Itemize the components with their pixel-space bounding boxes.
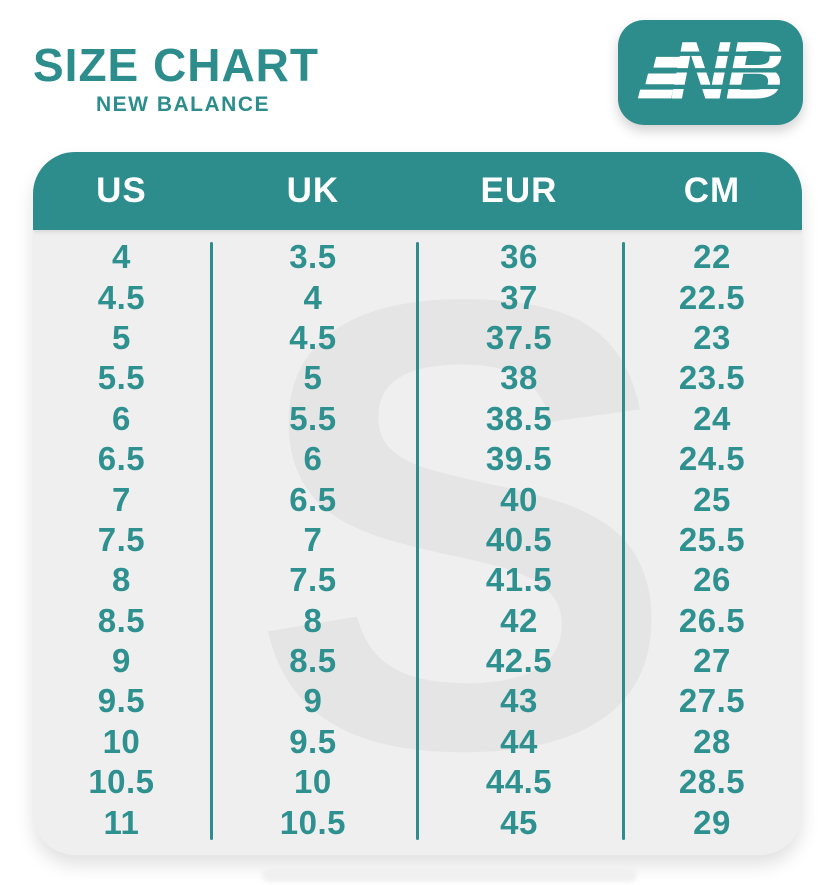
size-cell: 22.5 (678, 278, 746, 316)
size-cell: 44.5 (485, 763, 553, 801)
size-cell: 23 (693, 318, 731, 356)
size-cell: 6 (112, 399, 131, 437)
size-cell: 36 (500, 238, 538, 276)
title-block: SIZE CHART NEW BALANCE (33, 40, 333, 117)
size-cell: 5.5 (289, 399, 337, 437)
size-column-cm: 22 22.5 23 23.5 24 24.5 25 25.5 26 26.5 27 27.5 28 28… (622, 237, 802, 843)
size-cell: 45 (500, 803, 538, 841)
size-cell: 8.5 (289, 642, 337, 680)
size-cell: 5 (112, 318, 131, 356)
column-header-cm: CM (683, 171, 741, 210)
size-cell: 7.5 (97, 520, 146, 558)
size-cell: 11 (103, 803, 140, 841)
size-table-header: US UK EUR CM (33, 152, 802, 230)
size-cell: 28.5 (678, 763, 746, 801)
size-cell: 24.5 (678, 440, 746, 478)
size-cell: 40 (500, 480, 538, 518)
size-cell: 7 (112, 480, 131, 518)
size-column-eur: 36 37 37.5 38 38.5 39.5 40 40.5 41.5 42 42.5 43 44 44… (416, 237, 622, 843)
bottom-shadow (262, 867, 637, 882)
size-cell: 40.5 (485, 520, 553, 558)
size-cell: 41.5 (485, 561, 553, 599)
size-cell: 10 (102, 722, 141, 760)
size-cell: 4 (112, 238, 131, 276)
page-subtitle: NEW BALANCE (96, 92, 270, 116)
size-cell: 4.5 (97, 278, 146, 316)
size-cell: 25.5 (678, 520, 746, 558)
size-column-us: 4 4.5 5 5.5 6 6.5 7 7.5 8 8.5 9 9.5 10 10.5 11 (33, 237, 210, 843)
size-cell: 10 (294, 763, 332, 801)
column-divider-eur-cm (622, 242, 626, 840)
size-cell: 8 (303, 601, 323, 639)
size-cell: 38.5 (485, 399, 553, 437)
column-header-eur: EUR (480, 171, 558, 210)
page-title: SIZE CHART (33, 39, 319, 91)
size-table-body: S 4 4.5 5 5.5 6 6.5 7 7.5 8 8.5 9 9.5 10 10.5 11 3.5 4 4.… (33, 230, 802, 855)
new-balance-logo: NB (618, 20, 803, 125)
size-cell: 28 (693, 722, 731, 760)
size-cell: 9.5 (289, 722, 337, 760)
size-cell: 4 (303, 278, 323, 316)
size-table: US UK EUR CM S 4 4.5 5 5.5 6 6.5 7 7.5 8 8.5 9 9.5 10 10… (33, 152, 802, 855)
size-cell: 25 (693, 480, 731, 518)
size-cell: 3.5 (289, 238, 337, 276)
nb-logo-letters: NB (670, 32, 782, 114)
column-header-uk: UK (286, 171, 340, 210)
column-header-us: US (96, 171, 147, 210)
nb-logo-icon: NB (637, 32, 786, 114)
size-cell: 23.5 (678, 359, 746, 397)
column-divider-us-uk (209, 242, 213, 840)
size-cell: 39.5 (485, 440, 553, 478)
size-cell: 5.5 (97, 359, 146, 397)
size-cell: 8 (112, 561, 131, 599)
size-cell: 6 (303, 440, 323, 478)
size-cell: 9 (112, 642, 131, 680)
size-cell: 37.5 (485, 318, 553, 356)
size-cell: 5 (303, 359, 323, 397)
size-cell: 6.5 (97, 440, 146, 478)
size-cell: 26 (693, 561, 731, 599)
size-cell: 42 (500, 601, 538, 639)
size-cell: 6.5 (289, 480, 337, 518)
size-cell: 4.5 (289, 318, 337, 356)
size-cell: 7.5 (289, 561, 337, 599)
size-cell: 22 (693, 238, 731, 276)
size-cell: 37 (500, 278, 538, 316)
size-cell: 42.5 (485, 642, 553, 680)
size-cell: 27 (693, 642, 731, 680)
size-cell: 24 (693, 399, 731, 437)
size-table-columns: 4 4.5 5 5.5 6 6.5 7 7.5 8 8.5 9 9.5 10 10.5 11 3.5 4 4.5 5… (33, 237, 802, 843)
size-cell: 29 (693, 803, 731, 841)
size-cell: 9 (303, 682, 323, 720)
size-cell: 38 (500, 359, 538, 397)
size-cell: 7 (303, 520, 323, 558)
size-cell: 10.5 (88, 763, 155, 801)
size-cell: 44 (500, 722, 538, 760)
size-cell: 9.5 (97, 682, 146, 720)
size-cell: 26.5 (678, 601, 746, 639)
size-cell: 10.5 (279, 803, 347, 841)
size-cell: 27.5 (678, 682, 746, 720)
size-cell: 43 (500, 682, 538, 720)
size-column-uk: 3.5 4 4.5 5 5.5 6 6.5 7 7.5 8 8.5 9 9.5 10 10.5 (210, 237, 416, 843)
column-divider-uk-eur (415, 242, 419, 840)
size-cell: 8.5 (97, 601, 146, 639)
